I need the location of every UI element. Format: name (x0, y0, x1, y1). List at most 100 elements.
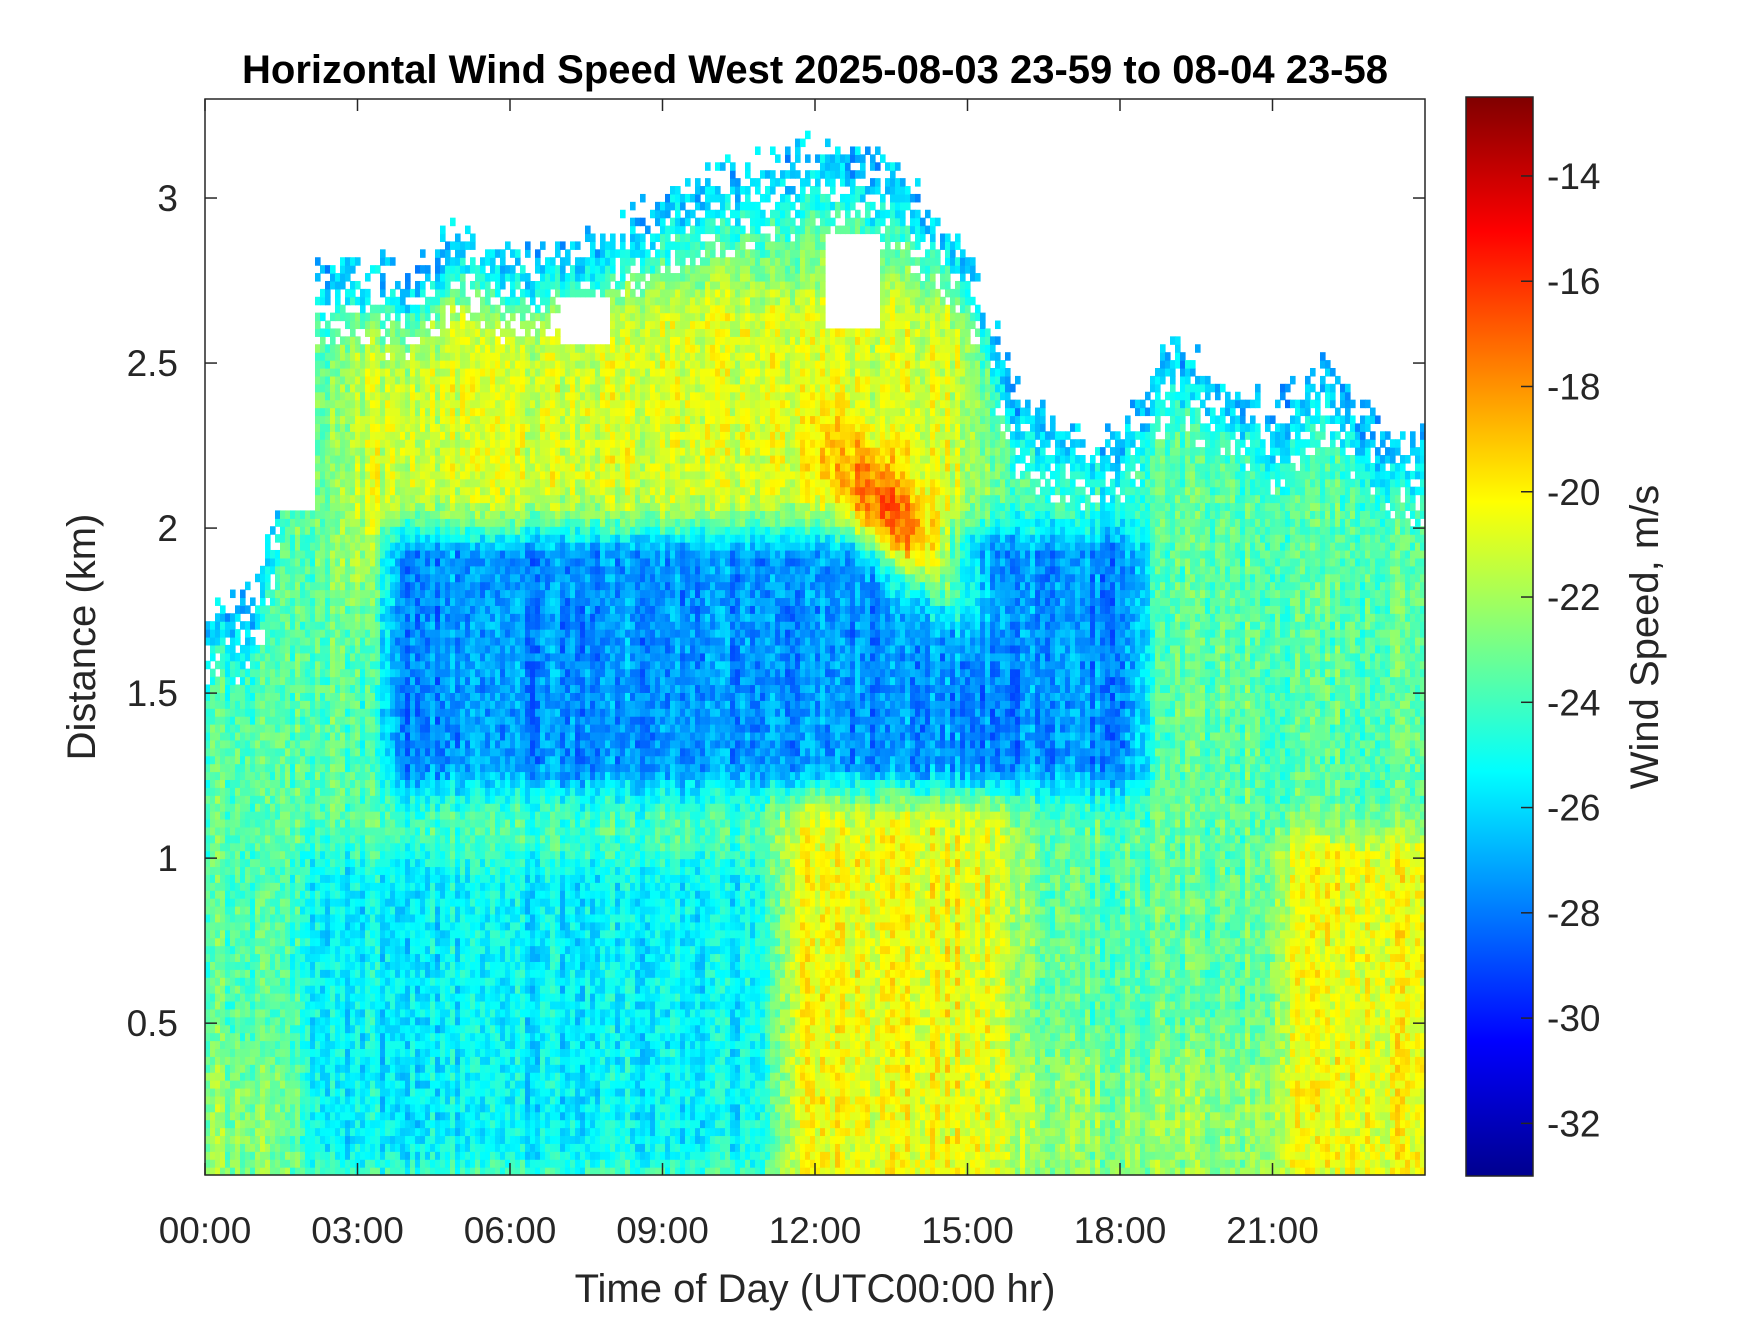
heatmap-cell (455, 921, 461, 931)
heatmap-cell (330, 898, 336, 907)
heatmap-cell (430, 423, 436, 432)
heatmap-cell (400, 842, 406, 852)
heatmap-cell (215, 953, 221, 962)
heatmap-cell (270, 1032, 276, 1042)
heatmap-cell (430, 921, 436, 931)
heatmap-cell (340, 739, 346, 749)
heatmap-cell (420, 866, 426, 875)
heatmap-cell (430, 842, 436, 852)
heatmap-cell (375, 1143, 381, 1152)
heatmap-cell (360, 882, 366, 891)
heatmap-cell (430, 652, 436, 662)
heatmap-cell (445, 906, 451, 915)
heatmap-cell (430, 589, 436, 599)
heatmap-cell (410, 1127, 416, 1137)
heatmap-cell (325, 352, 331, 361)
heatmap-cell (215, 1024, 221, 1034)
heatmap-cell (435, 818, 441, 828)
heatmap-cell (215, 700, 221, 709)
heatmap-cell (230, 629, 236, 638)
heatmap-cell (360, 652, 366, 662)
heatmap-cell (415, 747, 421, 757)
heatmap-cell (240, 668, 246, 678)
heatmap-cell (420, 684, 426, 693)
heatmap-cell (340, 795, 346, 804)
heatmap-cell (340, 700, 346, 709)
heatmap-cell (420, 605, 426, 614)
heatmap-cell (455, 383, 461, 393)
heatmap-cell (365, 613, 371, 622)
heatmap-cell (315, 447, 321, 456)
heatmap-cell (420, 1127, 426, 1137)
heatmap-cell (375, 747, 381, 757)
heatmap-cell (260, 755, 266, 765)
heatmap-cell (325, 470, 331, 480)
heatmap-cell (320, 597, 326, 606)
heatmap-cell (330, 557, 336, 567)
heatmap-cell (400, 352, 406, 361)
heatmap-cell (320, 368, 326, 377)
heatmap-cell (350, 945, 356, 955)
heatmap-cell (435, 985, 441, 994)
heatmap-cell (235, 921, 241, 931)
heatmap-cell (215, 834, 221, 844)
heatmap-cell (330, 494, 336, 504)
heatmap-cell (320, 510, 326, 519)
heatmap-cell (450, 621, 456, 630)
heatmap-cell (265, 898, 271, 907)
heatmap-cell (450, 383, 456, 393)
heatmap-cell (255, 779, 261, 788)
heatmap-cell (275, 795, 281, 804)
heatmap-cell (265, 565, 271, 575)
heatmap-cell (400, 874, 406, 883)
heatmap-cell (440, 945, 446, 955)
heatmap-cell (315, 534, 321, 543)
heatmap-cell (415, 415, 421, 424)
heatmap-cell (415, 961, 421, 970)
heatmap-cell (420, 937, 426, 947)
heatmap-cell (335, 890, 341, 899)
heatmap-cell (355, 874, 361, 883)
heatmap-cell (315, 724, 321, 733)
heatmap-cell (380, 724, 386, 733)
heatmap-cell (360, 866, 366, 875)
heatmap-cell (360, 1008, 366, 1018)
heatmap-cell (365, 502, 371, 512)
heatmap-cell (265, 945, 271, 955)
heatmap-cell (440, 383, 446, 393)
heatmap-cell (340, 1103, 346, 1113)
heatmap-cell (325, 1032, 331, 1042)
heatmap-cell (270, 1024, 276, 1034)
heatmap-cell (260, 811, 266, 820)
heatmap-cell (350, 328, 356, 337)
heatmap-cell (315, 439, 321, 448)
heatmap-cell (380, 336, 386, 345)
heatmap-cell (325, 549, 331, 559)
heatmap-cell (450, 953, 456, 962)
heatmap-cell (205, 993, 211, 1002)
heatmap-cell (230, 1167, 236, 1176)
heatmap-cell (275, 803, 281, 812)
heatmap-cell (295, 692, 301, 701)
heatmap-cell (440, 613, 446, 622)
heatmap-cell (400, 1119, 406, 1129)
heatmap-cell (305, 708, 311, 717)
heatmap-cell (230, 1064, 236, 1073)
heatmap-cell (430, 352, 436, 361)
heatmap-cell (220, 1151, 226, 1160)
heatmap-cell (355, 621, 361, 630)
heatmap-cell (360, 1119, 366, 1129)
heatmap-cell (415, 320, 421, 330)
heatmap-cell (355, 779, 361, 788)
heatmap-cell (370, 779, 376, 788)
heatmap-cell (350, 470, 356, 480)
heatmap-cell (390, 304, 396, 314)
heatmap-cell (320, 890, 326, 899)
heatmap-cell (440, 1159, 446, 1168)
heatmap-cell (420, 652, 426, 662)
heatmap-cell (225, 644, 231, 654)
heatmap-cell (430, 676, 436, 686)
heatmap-cell (280, 1024, 286, 1034)
heatmap-cell (340, 961, 346, 970)
heatmap-cell (240, 1159, 246, 1168)
